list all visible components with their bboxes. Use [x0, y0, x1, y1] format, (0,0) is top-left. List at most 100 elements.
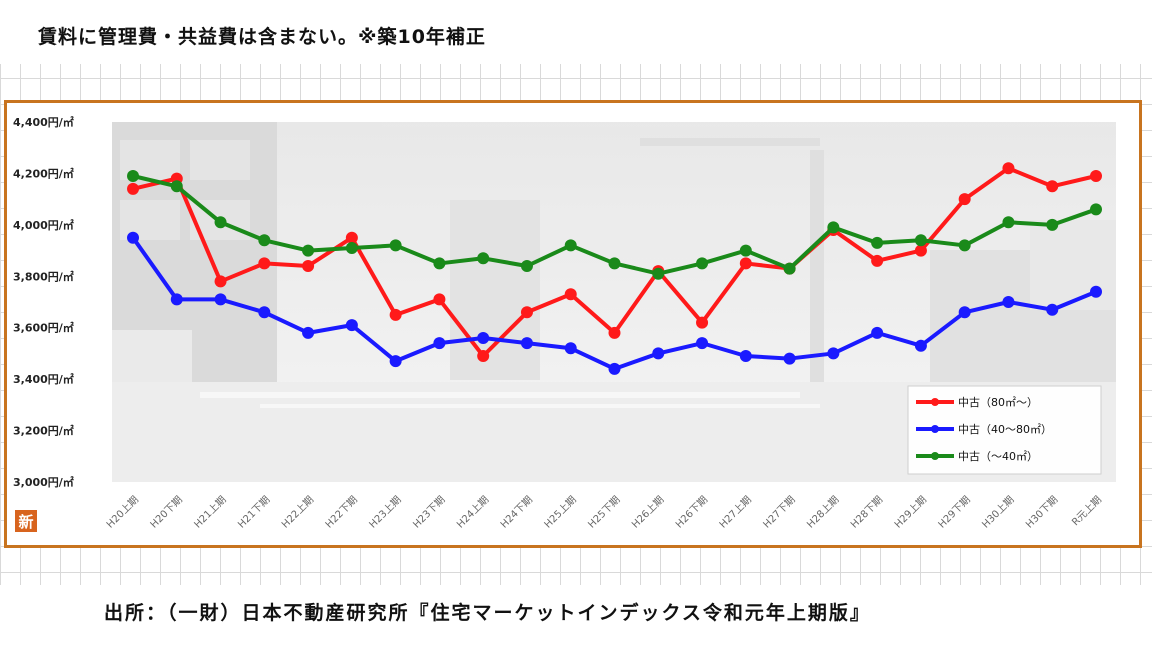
- data-point: [433, 257, 446, 270]
- data-point: [696, 337, 709, 350]
- x-tick-label: H28下期: [848, 494, 885, 531]
- y-axis: 3,000円/㎡ 3,200円/㎡ 3,400円/㎡ 3,600円/㎡ 3,800円/㎡…: [13, 115, 74, 489]
- x-tick-label: H24上期: [454, 494, 491, 531]
- data-point: [696, 316, 709, 329]
- data-point: [1090, 285, 1102, 298]
- data-point: [1046, 180, 1059, 193]
- data-point: [564, 288, 577, 301]
- x-tick-label: H26下期: [673, 494, 710, 531]
- data-point: [1002, 162, 1015, 175]
- data-point: [1090, 170, 1102, 182]
- data-point: [214, 293, 227, 306]
- x-tick-label: H27上期: [717, 494, 754, 531]
- x-tick-label: H21上期: [192, 494, 229, 531]
- data-point: [127, 231, 139, 244]
- y-tick-label: 3,800円/㎡: [13, 269, 74, 283]
- data-point: [652, 267, 665, 280]
- series-0: [127, 162, 1102, 362]
- data-point: [170, 293, 183, 306]
- data-point: [170, 180, 183, 193]
- data-point: [520, 260, 533, 272]
- data-point: [1046, 218, 1059, 231]
- y-tick-label: 3,400円/㎡: [13, 372, 74, 386]
- x-tick-label: H25下期: [586, 494, 623, 531]
- data-point: [477, 252, 490, 265]
- x-tick-label: H20下期: [148, 494, 185, 531]
- legend: 中古（80㎡～） 中古（40～80㎡） 中古（～40㎡）: [907, 385, 1102, 475]
- x-tick-label: H27下期: [761, 494, 798, 531]
- data-point: [345, 242, 358, 254]
- series-layer: [127, 162, 1102, 375]
- data-point: [958, 306, 971, 319]
- x-tick-label: H23下期: [411, 494, 448, 531]
- x-tick-label: H21下期: [235, 494, 272, 531]
- data-point: [696, 257, 709, 270]
- y-tick-label: 3,600円/㎡: [13, 321, 74, 335]
- x-tick-label: H24下期: [498, 494, 535, 531]
- data-point: [1002, 216, 1015, 229]
- data-point: [477, 332, 490, 344]
- series-2: [127, 170, 1102, 280]
- data-point: [433, 337, 446, 350]
- data-point: [914, 339, 927, 352]
- legend-marker: [931, 452, 939, 460]
- x-tick-label: H29上期: [892, 494, 929, 531]
- data-point: [389, 239, 402, 252]
- data-point: [302, 244, 315, 257]
- source-text: 出所：（一財）日本不動産研究所『住宅マーケットインデックス令和元年上期版』: [104, 602, 871, 624]
- legend-marker: [931, 425, 939, 433]
- data-point: [783, 262, 796, 275]
- legend-label: 中古（40～80㎡）: [958, 423, 1052, 436]
- data-point: [914, 234, 927, 247]
- data-point: [214, 275, 227, 288]
- source-band: [0, 585, 1152, 648]
- legend-label: 中古（80㎡～）: [958, 396, 1038, 409]
- data-point: [564, 342, 577, 355]
- data-point: [258, 306, 271, 319]
- data-point: [302, 260, 315, 272]
- data-point: [608, 362, 621, 375]
- data-point: [958, 239, 971, 252]
- x-tick-label: H29下期: [936, 494, 973, 531]
- logo: 新: [15, 510, 37, 532]
- note-text: 賃料に管理費・共益費は含まない。※築10年補正: [38, 26, 486, 48]
- x-tick-label: H25上期: [542, 494, 579, 531]
- data-point: [608, 257, 621, 270]
- data-point: [739, 257, 752, 270]
- data-point: [520, 306, 533, 319]
- data-point: [345, 231, 358, 244]
- y-tick-label: 4,200円/㎡: [13, 166, 74, 180]
- data-point: [520, 337, 533, 350]
- x-tick-label: H22下期: [323, 494, 360, 531]
- x-tick-label: H30上期: [980, 494, 1017, 531]
- legend-label: 中古（～40㎡）: [958, 450, 1038, 463]
- x-tick-label: H20上期: [104, 494, 141, 531]
- data-point: [827, 221, 840, 234]
- series-1: [127, 231, 1102, 375]
- y-tick-label: 3,000円/㎡: [13, 475, 74, 489]
- data-point: [127, 170, 139, 182]
- data-point: [302, 326, 315, 339]
- y-tick-label: 3,200円/㎡: [13, 424, 74, 438]
- data-point: [564, 239, 577, 252]
- data-point: [389, 355, 402, 368]
- data-point: [652, 347, 665, 360]
- data-point: [1046, 303, 1059, 316]
- x-tick-label: H22上期: [279, 494, 316, 531]
- data-point: [871, 236, 884, 249]
- data-point: [477, 350, 490, 362]
- data-point: [827, 347, 840, 360]
- data-point: [783, 352, 796, 365]
- data-point: [871, 326, 884, 339]
- x-axis: H20上期 H20下期 H21上期 H21下期 H22上期 H22下期 H23上期 H23下期…: [104, 494, 1104, 531]
- data-point: [214, 216, 227, 229]
- data-point: [871, 254, 884, 267]
- data-point: [914, 244, 927, 257]
- legend-marker: [931, 398, 939, 406]
- note-band: [0, 0, 1152, 64]
- x-tick-label: H26上期: [629, 494, 666, 531]
- data-point: [1090, 203, 1102, 216]
- data-point: [258, 257, 271, 270]
- x-tick-label: H28上期: [805, 494, 842, 531]
